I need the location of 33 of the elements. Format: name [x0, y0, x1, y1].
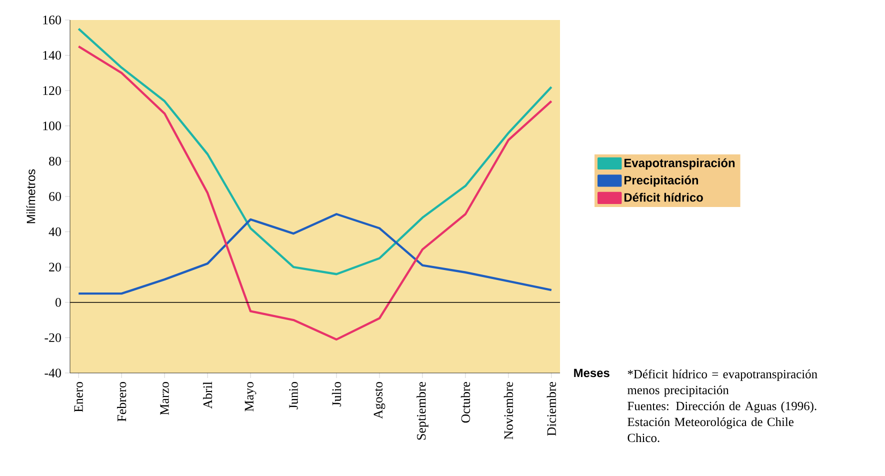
x-tick-label: Noviembre — [504, 382, 513, 440]
y-tick-label: 20 — [49, 262, 61, 272]
line-series — [78, 28, 553, 276]
x-axis-title: Meses — [574, 368, 610, 378]
x-tick-label: Octubre — [460, 382, 470, 423]
source-note: Fuentes: Dirección de Aguas (1996). Estación Meteorológica de Chile Chico. — [628, 401, 816, 442]
x-tick-label: Enero — [74, 382, 83, 412]
x-tick-label: Marzo — [160, 382, 169, 415]
legend-label: Déficit hídrico — [624, 192, 703, 202]
x-tick-label: Septiembre — [416, 382, 428, 440]
legend-label: Precipitación — [624, 176, 698, 187]
legend-label: Evapotranspiración — [624, 158, 735, 170]
x-tick-label: Febrero — [117, 382, 126, 422]
y-axis-title: Milímetros — [26, 169, 36, 224]
x-tick-label: Mayo — [244, 382, 256, 412]
y-tick-label: 40 — [48, 227, 61, 236]
y-tick-label: 140 — [43, 50, 61, 60]
y-tick-label: 120 — [43, 86, 61, 95]
y-tick-label: 80 — [49, 156, 61, 166]
y-tick-label: 160 — [43, 16, 61, 24]
x-tick-label: Junio — [289, 382, 298, 410]
x-tick-label: Diciembre — [546, 382, 556, 436]
y-tick-label: -20 — [44, 333, 61, 342]
text: *Déficit hídrico = evapotranspiración menos precipitación — [628, 369, 818, 397]
x-tick-label: Agosto — [374, 382, 386, 419]
y-tick-label: 100 — [43, 122, 61, 130]
y-tick-label: -40 — [44, 368, 61, 378]
line-series — [78, 45, 553, 341]
y-tick-label: 60 — [49, 192, 61, 201]
y-tick-label: 0 — [56, 298, 61, 307]
x-tick-label: Abril — [203, 382, 212, 409]
x-tick-label: Julio — [332, 382, 342, 406]
line-series — [78, 213, 553, 295]
